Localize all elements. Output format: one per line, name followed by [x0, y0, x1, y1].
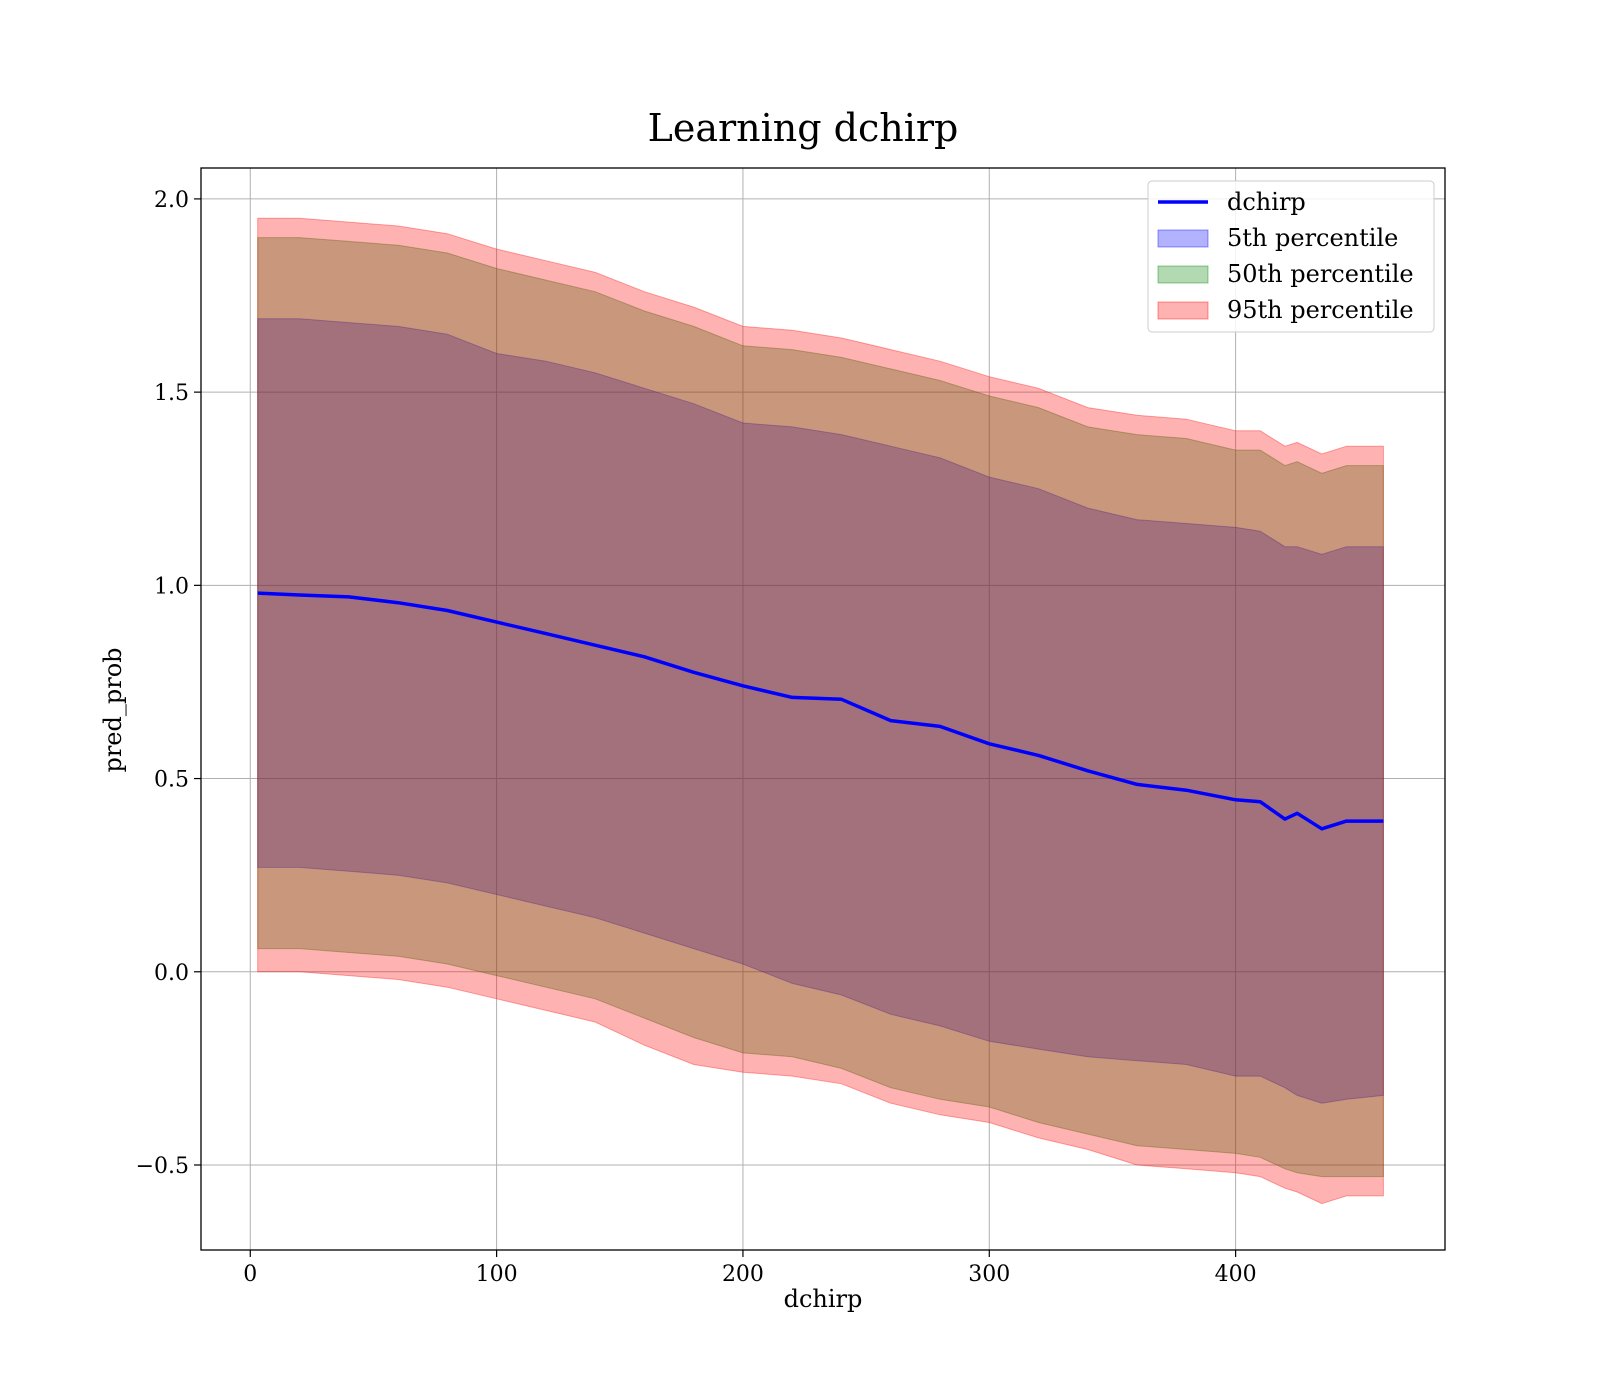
legend-label: 95th percentile	[1227, 296, 1414, 324]
chart-title: Learning dchirp	[648, 106, 959, 150]
x-tick-label: 200	[722, 1262, 764, 1287]
band-95th-percentile	[257, 217, 1384, 1205]
y-tick-label: 2.0	[154, 188, 189, 213]
x-tick-label: 0	[243, 1262, 257, 1287]
legend-swatch-patch	[1157, 265, 1209, 284]
series-line-dchirp	[257, 591, 1384, 831]
x-tick-label: 400	[1215, 1262, 1257, 1287]
legend-label: 50th percentile	[1227, 260, 1414, 288]
plot-frame	[200, 167, 1446, 1251]
legend-label: 5th percentile	[1227, 224, 1398, 252]
band-5th-percentile	[257, 318, 1384, 1104]
legend-swatch-patch	[1157, 229, 1209, 248]
y-tick-label: 1.5	[154, 381, 189, 406]
legend-swatch-patch	[1157, 301, 1209, 320]
y-tick-label: 1.0	[154, 574, 189, 599]
x-tick-label: 300	[968, 1262, 1010, 1287]
legend: dchirp 5th percentile 50th percentile 95th …	[1147, 180, 1435, 333]
percentile-bands	[257, 217, 1384, 1205]
y-tick-label: −0.5	[136, 1154, 189, 1179]
legend-label: dchirp	[1227, 188, 1306, 216]
x-axis-label: dchirp	[784, 1285, 863, 1313]
axis-ticks: 0 100 200 300 400 −0.5 0.0 0.5 1.0 1.5 2.0	[136, 188, 1257, 1287]
band-50th-percentile	[257, 237, 1384, 1178]
y-tick-label: 0.5	[154, 768, 189, 793]
y-axis-label: pred_prob	[99, 647, 127, 772]
y-tick-label: 0.0	[154, 961, 189, 986]
legend-box	[1147, 180, 1435, 333]
series-lines	[257, 591, 1384, 831]
x-tick-label: 100	[476, 1262, 518, 1287]
